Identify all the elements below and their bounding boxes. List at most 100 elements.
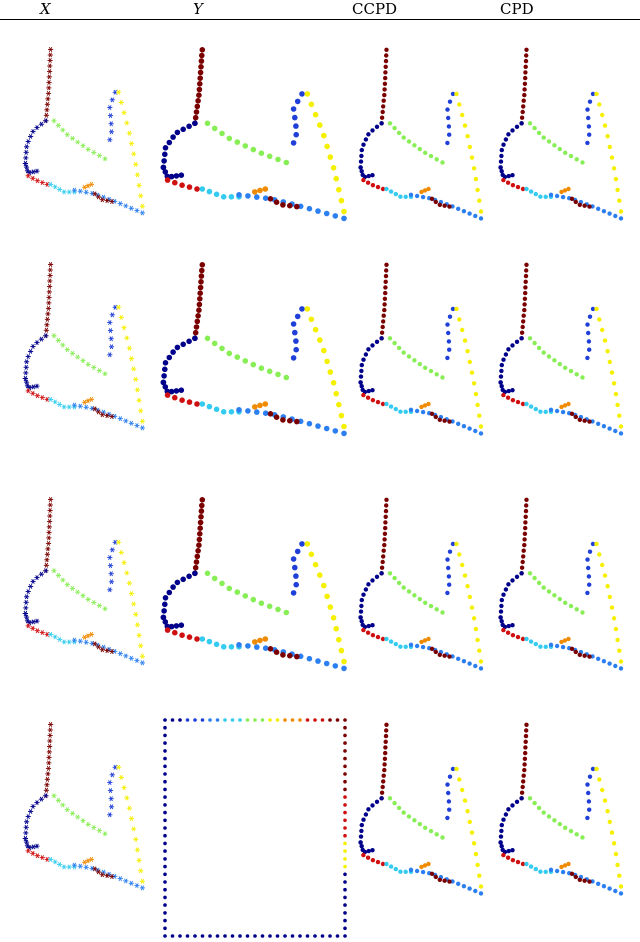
point-r2c1-3-1 xyxy=(172,629,178,636)
star-point-r2c0-0-3 xyxy=(47,513,53,519)
star-point-r3c0-8-8 xyxy=(117,876,123,882)
point-r3c3-6-2 xyxy=(600,787,605,793)
point-r0c3-0-10 xyxy=(521,104,526,109)
point-r3c2-10-1 xyxy=(433,874,438,880)
point-r3c3-8-0 xyxy=(548,867,554,872)
point-r3c3-8-2 xyxy=(560,869,566,875)
point-r1c2-1-4 xyxy=(363,352,369,357)
star-point-r1c0-1-2 xyxy=(34,340,40,346)
point-r2c2-4-0 xyxy=(387,571,393,576)
point-r0c1-7-3 xyxy=(220,194,227,200)
star-point-r2c0-5-5 xyxy=(108,579,115,585)
point-r1c2-1-6 xyxy=(359,362,364,368)
grid-left-22 xyxy=(163,887,167,892)
point-r1c2-1-1 xyxy=(374,339,380,344)
star-point-r2c0-0-2 xyxy=(47,507,53,513)
point-r1c3-6-0 xyxy=(594,306,599,312)
star-point-r3c0-4-4 xyxy=(69,810,76,816)
point-r1c1-1-6 xyxy=(162,360,169,366)
point-r1c1-3-0 xyxy=(164,392,171,398)
star-point-r0c0-1-0 xyxy=(43,118,49,124)
grid-top-2 xyxy=(178,718,182,722)
point-r0c3-4-6 xyxy=(557,146,562,152)
point-r3c3-6-4 xyxy=(605,809,610,814)
point-r2c3-2-4 xyxy=(506,623,511,629)
point-r1c1-3-3 xyxy=(186,399,193,405)
point-r0c2-4-7 xyxy=(423,150,428,155)
point-r1c1-5-3 xyxy=(292,329,298,336)
point-r1c1-10-0 xyxy=(267,411,274,417)
point-r0c2-0-0 xyxy=(384,47,389,52)
grid-left-27 xyxy=(163,926,167,931)
point-r3c3-10-0 xyxy=(569,871,575,876)
point-r2c2-10-3 xyxy=(442,653,447,658)
star-point-r3c0-10-4 xyxy=(109,873,115,880)
point-r1c3-7-1 xyxy=(528,404,534,409)
star-point-r2c0-2-0 xyxy=(22,610,28,617)
point-r3c2-1-6 xyxy=(359,822,364,828)
point-r1c1-0-0 xyxy=(199,262,206,268)
point-r0c1-5-4 xyxy=(293,123,299,129)
star-point-r2c0-0-9 xyxy=(45,546,51,552)
star-point-r1c0-8-9 xyxy=(123,418,129,424)
point-r1c2-4-7 xyxy=(423,365,428,370)
point-r2c2-0-0 xyxy=(384,497,389,502)
point-r1c1-4-10 xyxy=(283,374,290,381)
point-r1c2-10-1 xyxy=(433,414,438,420)
star-point-r3c0-4-9 xyxy=(96,828,102,834)
star-point-r2c0-8-2 xyxy=(83,639,89,645)
point-r2c2-5-5 xyxy=(447,582,452,587)
star-point-r0c0-1-4 xyxy=(28,133,34,139)
point-r1c2-0-0 xyxy=(384,262,389,267)
point-r0c3-6-8 xyxy=(613,176,619,182)
point-r2c2-4-2 xyxy=(396,580,402,586)
star-point-r2c0-2-5 xyxy=(34,618,40,624)
point-r1c2-1-7 xyxy=(359,368,364,374)
point-r1c1-4-9 xyxy=(275,371,281,378)
point-r2c1-3-2 xyxy=(179,632,185,638)
grid-right-7 xyxy=(343,772,347,776)
point-r1c3-5-4 xyxy=(586,339,592,344)
point-r2c3-2-0 xyxy=(498,615,503,620)
point-r2c3-1-6 xyxy=(499,597,504,603)
star-point-r2c0-7-4 xyxy=(66,639,72,645)
point-r1c3-10-1 xyxy=(573,414,578,420)
point-r3c3-1-0 xyxy=(519,796,524,801)
point-r3c3-6-7 xyxy=(611,841,617,846)
point-r0c1-6-7 xyxy=(330,165,337,171)
star-point-r0c0-8-1 xyxy=(77,188,83,194)
star-point-r2c0-4-8 xyxy=(91,599,97,606)
point-r1c1-4-7 xyxy=(258,365,265,372)
star-point-r3c0-0-7 xyxy=(46,760,52,766)
point-r0c2-0-9 xyxy=(381,98,386,103)
point-r1c1-5-5 xyxy=(293,346,300,353)
point-r0c3-6-11 xyxy=(618,209,624,214)
point-r0c3-7-3 xyxy=(538,194,543,199)
point-r0c3-10-2 xyxy=(577,202,582,207)
star-point-r2c0-1-5 xyxy=(25,589,31,595)
star-point-r2c0-1-7 xyxy=(23,599,29,605)
point-r2c3-6-0 xyxy=(594,541,599,547)
grid-top-10 xyxy=(238,718,242,722)
point-r1c2-7-4 xyxy=(403,409,408,414)
point-r3c3-5-0 xyxy=(590,766,596,772)
star-point-r2c0-2-1 xyxy=(23,614,30,620)
grid-right-8 xyxy=(343,779,347,784)
point-r0c2-4-1 xyxy=(392,125,397,131)
point-r0c3-5-4 xyxy=(586,124,592,129)
point-r0c2-6-3 xyxy=(462,123,468,128)
point-r3c2-0-9 xyxy=(381,773,386,778)
grid-right-16 xyxy=(343,841,347,846)
star-point-r0c0-8-12 xyxy=(139,210,145,216)
star-point-r3c0-7-2 xyxy=(57,861,63,867)
point-r0c1-1-2 xyxy=(180,126,186,133)
grid-left-12 xyxy=(163,810,167,815)
point-r0c2-8-10 xyxy=(467,211,472,216)
point-r1c2-6-4 xyxy=(465,349,470,354)
point-r3c2-8-1 xyxy=(414,868,420,874)
point-r1c2-1-2 xyxy=(370,343,375,348)
point-r0c1-8-1 xyxy=(245,193,251,199)
star-point-r2c0-7-2 xyxy=(57,636,63,642)
point-r1c3-0-5 xyxy=(523,290,528,296)
point-r1c2-6-5 xyxy=(467,359,472,365)
